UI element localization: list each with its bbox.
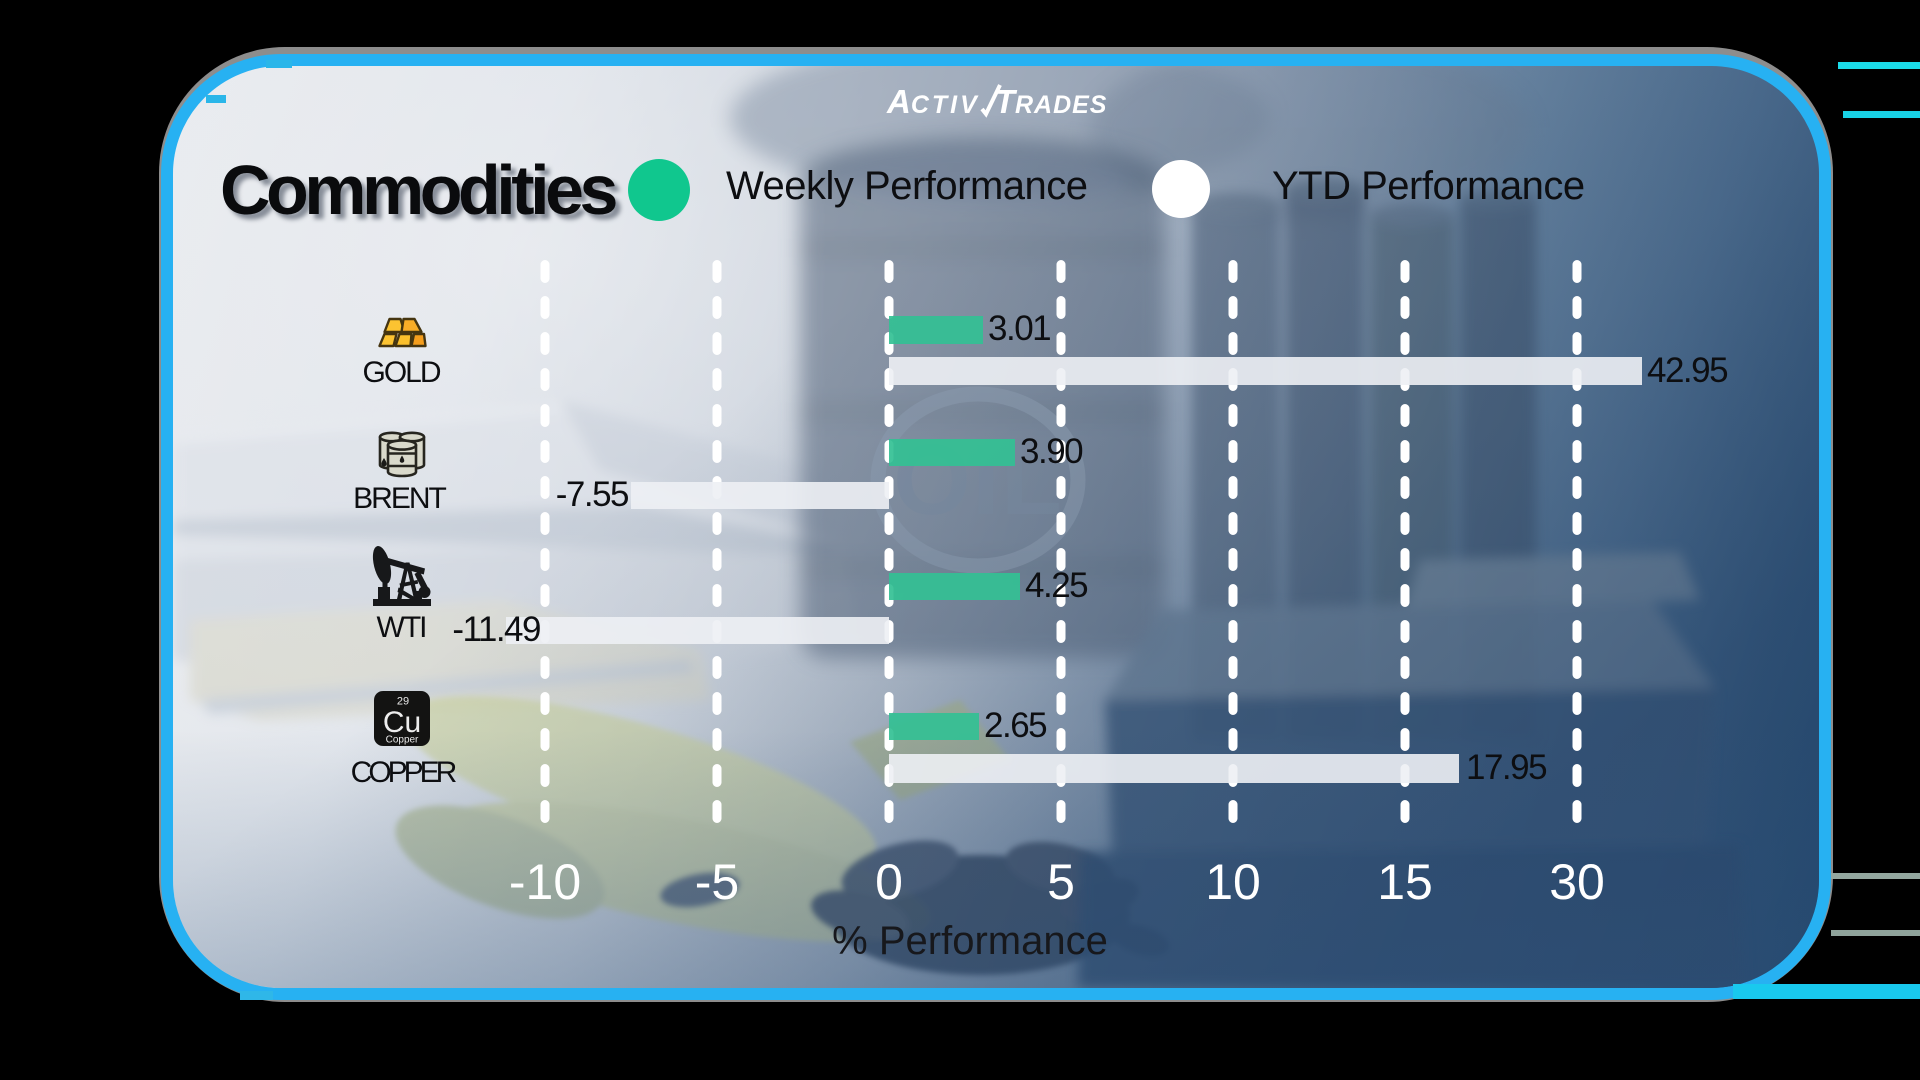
svg-text:29: 29 [397,696,409,708]
svg-text:Cu: Cu [383,706,421,739]
svg-text:Copper: Copper [386,735,419,746]
